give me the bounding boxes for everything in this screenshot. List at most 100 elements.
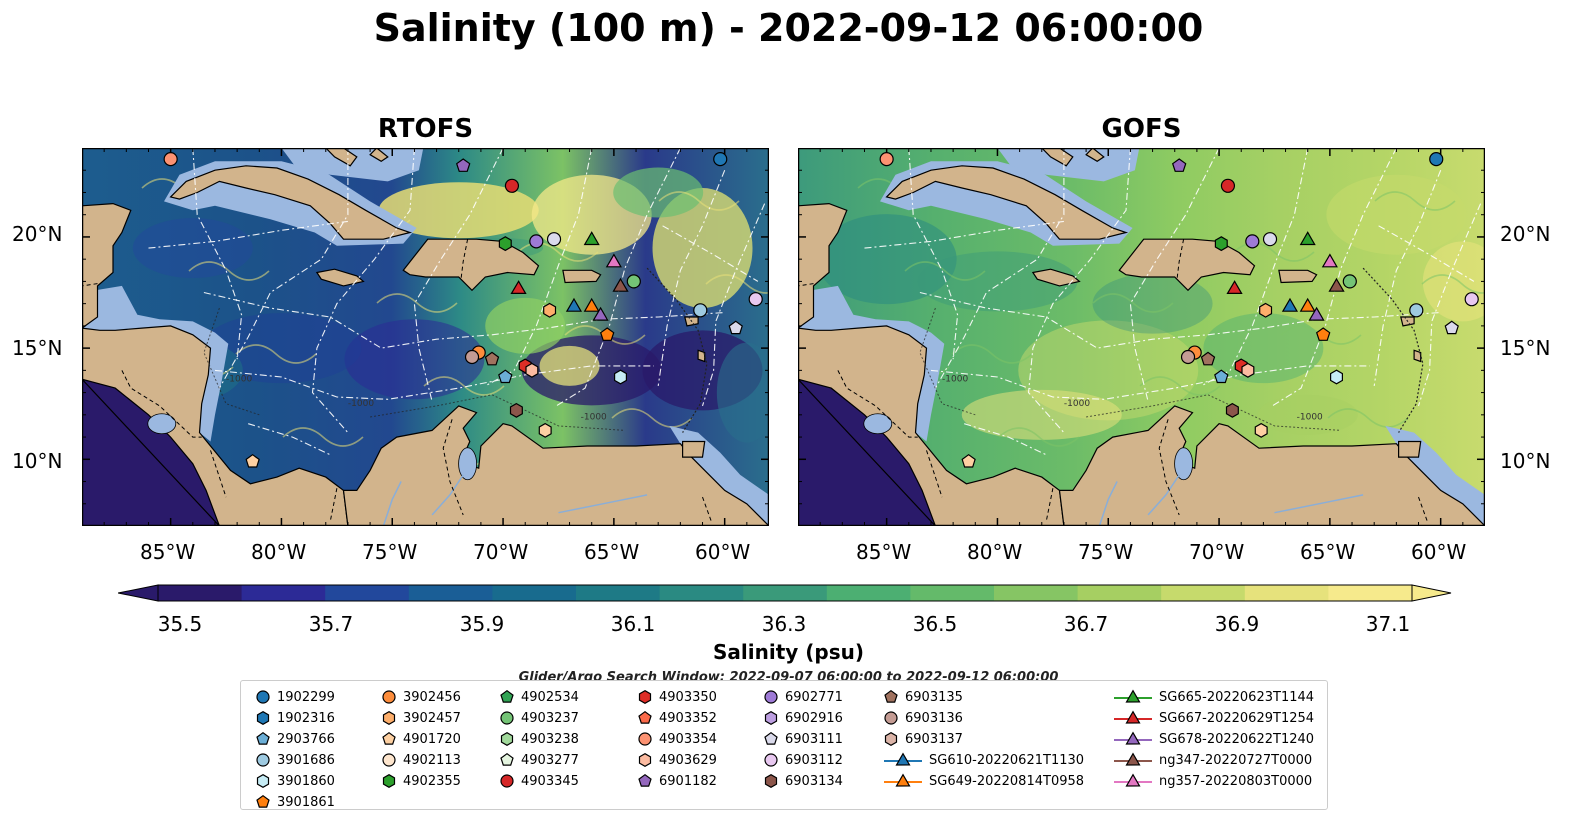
legend-label: 4902534 bbox=[521, 689, 579, 705]
contour-1000 bbox=[646, 267, 708, 433]
obs-marker-6903137 bbox=[538, 422, 552, 438]
obs-marker-6902771 bbox=[1245, 234, 1260, 249]
legend-marker-circle bbox=[382, 753, 396, 767]
obs-marker-4903629 bbox=[525, 362, 539, 378]
legend-item: 4902355 bbox=[381, 771, 461, 791]
legend-marker-pentagon bbox=[382, 731, 396, 745]
colorbar-tick-label: 36.7 bbox=[1063, 612, 1109, 636]
colorbar bbox=[118, 584, 1452, 602]
lon-tick-label-70w: 70°W bbox=[473, 540, 529, 564]
obs-marker-6903112 bbox=[1262, 232, 1278, 247]
legend-marker-circle bbox=[884, 711, 898, 725]
colorbar-segment bbox=[826, 585, 911, 601]
lon-tick-label-65w-right: 65°W bbox=[1300, 540, 1356, 564]
colorbar-tick-label: 36.5 bbox=[912, 612, 958, 636]
salinity-patch bbox=[539, 345, 600, 386]
legend-item: 6902916 bbox=[763, 708, 843, 728]
legend-item: 4903354 bbox=[637, 729, 717, 749]
colorbar-segment bbox=[1077, 585, 1162, 601]
legend-label: 6903111 bbox=[785, 731, 843, 747]
map-panel-gofs: -1000 -1000 -1000 bbox=[798, 148, 1485, 526]
colorbar-extend-max bbox=[1411, 584, 1452, 602]
land-yucatan bbox=[82, 148, 132, 329]
obs-marker-SG665-20220623T1144 bbox=[1299, 231, 1316, 246]
river bbox=[1274, 494, 1364, 514]
land-bahamas2 bbox=[1085, 148, 1105, 163]
legend-label: SG667-20220629T1254 bbox=[1159, 710, 1315, 726]
obs-marker-6903134 bbox=[509, 402, 523, 418]
axis-minor-ticks bbox=[798, 148, 1485, 526]
salinity-patch bbox=[1203, 313, 1324, 384]
legend-label: SG649-20220814T0958 bbox=[929, 773, 1085, 789]
colorbar-tick-label: 36.3 bbox=[761, 612, 807, 636]
contour-label: -1000 bbox=[348, 399, 374, 409]
legend-marker-pentagon bbox=[638, 773, 652, 787]
obs-marker-3901686 bbox=[1409, 303, 1424, 318]
obs-marker-6903136 bbox=[1180, 349, 1196, 365]
lon-tick-label-70w-right: 70°W bbox=[1189, 540, 1245, 564]
map-frame bbox=[82, 148, 769, 526]
obs-marker-4901720 bbox=[245, 453, 260, 468]
legend-label: 4901720 bbox=[403, 731, 461, 747]
figure-title: Salinity (100 m) - 2022-09-12 06:00:00 bbox=[373, 6, 1204, 50]
legend-marker-pentagon bbox=[256, 731, 270, 745]
legend-marker-pentagon bbox=[638, 710, 652, 724]
salinity-patch bbox=[917, 251, 1078, 312]
legend-label: 4903352 bbox=[659, 710, 717, 726]
obs-marker-SG667-20220629T1254 bbox=[510, 280, 527, 294]
legend-item: 3901861 bbox=[255, 792, 335, 812]
pacific-coastline bbox=[82, 378, 220, 526]
obs-marker-SG649-20220814T0958 bbox=[1299, 297, 1316, 312]
contour-label: -1000 bbox=[1297, 412, 1323, 422]
contour-1000 bbox=[919, 307, 976, 416]
legend-item: SG678-20220622T1240 bbox=[1113, 729, 1314, 749]
legend-marker-triangle bbox=[1114, 752, 1152, 766]
legend-label: 6902916 bbox=[785, 710, 843, 726]
land-jamaica bbox=[1031, 268, 1081, 287]
obs-marker-6903111 bbox=[1444, 320, 1459, 335]
obs-marker-6903111 bbox=[728, 320, 743, 335]
obs-marker-SG678-20220622T1240 bbox=[592, 306, 609, 321]
legend-label: SG678-20220622T1240 bbox=[1159, 731, 1315, 747]
obs-marker-4903354 bbox=[163, 152, 178, 167]
colorbar-frame bbox=[157, 584, 1413, 602]
obs-marker-6903112-b bbox=[1464, 292, 1479, 307]
obs-marker-6902771 bbox=[529, 234, 544, 249]
land-jamaica bbox=[315, 268, 365, 287]
country-borders bbox=[82, 239, 712, 522]
legend-marker-circle bbox=[256, 690, 270, 704]
lake-maracaibo bbox=[1174, 447, 1194, 481]
shelf-gulfHond bbox=[82, 285, 229, 442]
obs-marker-3901861 bbox=[599, 327, 615, 341]
panel-title-gofs: GOFS bbox=[1101, 114, 1182, 144]
obs-marker-6903135 bbox=[484, 351, 500, 366]
legend-marker-triangle bbox=[884, 752, 922, 766]
legend-item: 6901182 bbox=[637, 771, 717, 791]
shelf-gulfHond bbox=[798, 285, 945, 442]
colorbar-segment bbox=[659, 585, 744, 601]
obs-marker-1902299 bbox=[713, 152, 728, 167]
obs-marker-3902457 bbox=[1259, 302, 1273, 318]
obs-marker-SG678-20220622T1240 bbox=[1308, 306, 1325, 321]
legend-marker-circle bbox=[256, 753, 270, 767]
legend-marker-pentagon bbox=[764, 731, 778, 745]
river bbox=[431, 474, 464, 516]
obs-marker-SG667-20220629T1254 bbox=[1226, 280, 1243, 294]
country-borders bbox=[798, 239, 1428, 522]
salinity-patch bbox=[1092, 273, 1213, 334]
legend-marker-hexagon bbox=[764, 711, 778, 725]
obs-marker-4903238 bbox=[626, 274, 641, 289]
salinity-patch bbox=[1326, 174, 1467, 255]
legend: 1902299 1902316 2903766 3901686 3901860 39018… bbox=[240, 680, 1328, 810]
lon-tick-label-65w: 65°W bbox=[584, 540, 640, 564]
obs-marker-4903629 bbox=[1241, 362, 1255, 378]
lat-tick-label-15n-right: 15°N bbox=[1500, 336, 1551, 360]
obs-marker-3901861 bbox=[1315, 327, 1331, 341]
legend-marker-hexagon bbox=[500, 732, 514, 746]
obs-marker-SG610-20220621T1130 bbox=[1281, 297, 1299, 312]
legend-label: 6902771 bbox=[785, 689, 843, 705]
salinity-patch bbox=[816, 214, 957, 305]
legend-label: 4902113 bbox=[403, 752, 461, 768]
legend-marker-circle bbox=[500, 711, 514, 725]
obs-marker-4903345 bbox=[504, 178, 520, 193]
